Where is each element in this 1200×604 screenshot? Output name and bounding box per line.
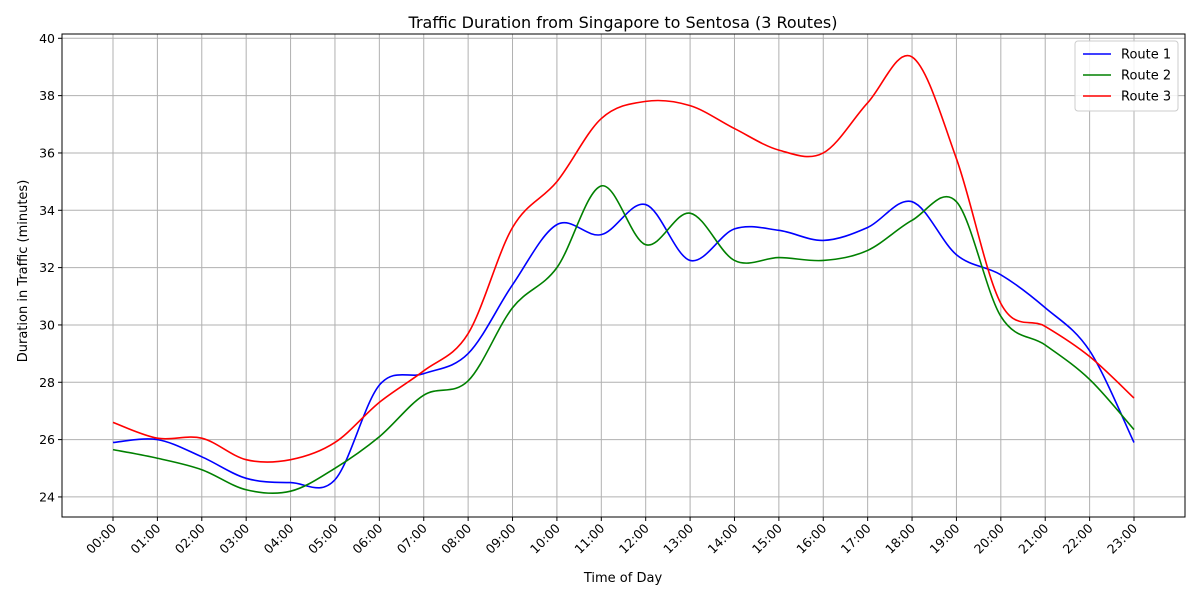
x-tick-label: 00:00 (83, 520, 119, 556)
x-tick-label: 22:00 (1060, 520, 1096, 556)
x-tick-label: 10:00 (527, 520, 563, 556)
series-lines (112, 54, 1135, 495)
y-tick-label: 26 (39, 432, 55, 447)
series-line-route-2 (112, 185, 1135, 495)
series-line-route-1 (112, 200, 1135, 489)
series-line-route-3 (112, 54, 1135, 463)
legend-label: Route 1 (1121, 48, 1171, 63)
x-tick-label: 15:00 (749, 520, 785, 556)
x-tick-label: 18:00 (882, 520, 918, 556)
x-tick-label: 13:00 (660, 520, 696, 556)
x-tick-label: 17:00 (838, 520, 874, 556)
x-tick-label: 14:00 (705, 520, 741, 556)
x-tick-label: 08:00 (438, 520, 474, 556)
x-tick-label: 12:00 (616, 520, 652, 556)
x-axis-ticks: 00:00 01:00 02:00 03:00 04:00 05:00 06:00 07:00… (83, 517, 1140, 557)
x-tick-label: 11:00 (571, 520, 607, 556)
x-tick-label: 03:00 (216, 520, 252, 556)
y-tick-label: 38 (39, 88, 55, 103)
legend-label: Route 3 (1121, 90, 1171, 105)
legend: Route 1 Route 2 Route 3 (1074, 40, 1179, 112)
x-axis-label: Time of Day (583, 571, 663, 586)
y-tick-label: 32 (39, 260, 55, 275)
x-tick-label: 05:00 (305, 520, 341, 556)
y-axis-label: Duration in Traffic (minutes) (16, 180, 31, 363)
x-tick-label: 23:00 (1104, 520, 1140, 556)
x-tick-label: 21:00 (1015, 520, 1051, 556)
x-tick-label: 04:00 (261, 520, 297, 556)
y-tick-label: 36 (39, 145, 55, 160)
y-tick-label: 28 (39, 375, 55, 390)
y-axis-ticks: 24 26 28 30 32 34 36 38 40 (39, 31, 62, 504)
x-tick-label: 07:00 (394, 520, 430, 556)
y-tick-label: 30 (39, 317, 55, 332)
grid-lines (62, 34, 1185, 517)
x-tick-label: 16:00 (793, 520, 829, 556)
x-tick-label: 20:00 (971, 520, 1007, 556)
legend-label: Route 2 (1121, 69, 1171, 84)
legend-box (1074, 40, 1179, 112)
y-tick-label: 24 (39, 489, 55, 504)
y-tick-label: 40 (39, 31, 55, 46)
x-tick-label: 01:00 (127, 520, 163, 556)
x-tick-label: 02:00 (172, 520, 208, 556)
x-tick-label: 06:00 (349, 520, 385, 556)
chart-title: Traffic Duration from Singapore to Sento… (408, 13, 838, 32)
plot-frame (61, 33, 1186, 518)
x-tick-label: 09:00 (483, 520, 519, 556)
x-tick-label: 19:00 (926, 520, 962, 556)
y-tick-label: 34 (39, 203, 55, 218)
